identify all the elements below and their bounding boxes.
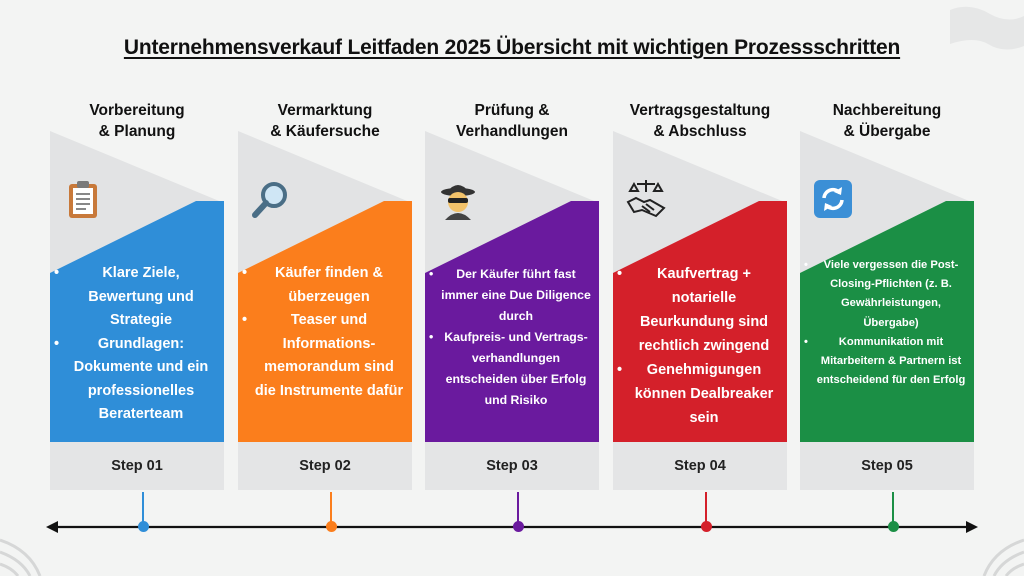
timeline-marker [137,521,149,532]
step-bullet-list: Kaufvertrag + notarielle Beurkundung sin… [615,262,781,430]
step-heading: Prüfung & Verhandlungen [415,100,609,142]
step-label-background [238,442,412,490]
step-bullet: Grundlagen: Dokumente und ein profession… [52,333,218,427]
step-bullet-list: Klare Ziele, Bewertung und StrategieGrun… [52,262,218,427]
step-heading-line1: Vertragsgestaltung [629,102,771,119]
timeline-marker [887,521,899,532]
timeline-connector [142,492,144,524]
step-bullet: Viele vergessen die Post-Closing-Pflicht… [802,256,968,333]
step-bullet: Der Käufer führt fast immer eine Due Dil… [427,264,593,327]
step-number-label: Step 03 [486,458,538,474]
step-number-label: Step 04 [674,458,726,474]
timeline-arrow-left-head [46,521,58,533]
step-bullet: Klare Ziele, Bewertung und Strategie [52,262,218,333]
step-number-label: Step 05 [861,458,913,474]
timeline-marker [325,521,337,532]
refresh-icon [812,178,854,220]
step-heading: Vertragsgestaltung & Abschluss [603,100,797,142]
step-3: Prüfung & Verhandlungen Der Käufer führt f… [425,100,599,490]
step-bullet: Teaser und Informations-memorandum sind … [240,309,406,403]
step-bullet: Kaufpreis- und Vertrags-verhandlungen en… [427,327,593,411]
step-number-label: Step 01 [111,458,163,474]
spy-icon [437,178,479,220]
step-heading-line2: & Planung [98,123,176,140]
step-heading-line1: Prüfung & [474,102,550,119]
timeline-connector [705,492,707,524]
step-number-label: Step 02 [299,458,351,474]
step-heading-line2: & Abschluss [653,123,747,140]
step-label-background [800,442,974,490]
magnifier-icon [250,178,292,220]
timeline-marker [700,521,712,532]
step-heading-line2: Verhandlungen [456,123,568,140]
step-heading-line2: & Übergabe [843,123,931,140]
step-bullet: Käufer finden & überzeugen [240,262,406,309]
step-bullet-list: Der Käufer führt fast immer eine Due Dil… [427,264,593,411]
step-bullet-list: Käufer finden & überzeugenTeaser und Inf… [240,262,406,403]
step-bullet: Genehmigungen können Dealbreaker sein [615,358,781,430]
timeline-arrow-right-head [966,521,978,533]
handshake-scale-icon [625,178,667,220]
timeline-connector [517,492,519,524]
step-label-background [50,442,224,490]
step-heading: Vermarktung & Käufersuche [228,100,422,142]
timeline-marker [512,521,524,532]
step-1: Vorbereitung & Planung Klare Ziele, Bewert… [50,100,224,490]
step-4: Vertragsgestaltung & Abschluss Kaufvertrag… [613,100,787,490]
timeline-connector [330,492,332,524]
step-heading-line1: Vorbereitung [89,102,185,119]
step-heading-line1: Vermarktung [277,102,373,119]
page-title: Unternehmensverkauf Leitfaden 2025 Übers… [123,36,901,59]
step-bullet: Kaufvertrag + notarielle Beurkundung sin… [615,262,781,358]
step-bullet-list: Viele vergessen die Post-Closing-Pflicht… [802,256,968,390]
step-heading: Nachbereitung & Übergabe [790,100,984,142]
step-heading-line1: Nachbereitung [832,102,942,119]
timeline-arrow [46,521,978,533]
timeline-connector [892,492,894,524]
step-label-background [613,442,787,490]
step-5: Nachbereitung & Übergabe Viele vergessen d… [800,100,974,490]
step-bullet: Kommunikation mit Mitarbeitern & Partner… [802,333,968,391]
clipboard-icon [62,178,104,220]
step-heading: Vorbereitung & Planung [40,100,234,142]
step-heading-line2: & Käufersuche [270,123,380,140]
step-label-background [425,442,599,490]
step-2: Vermarktung & Käufersuche Käufer finden & … [238,100,412,490]
